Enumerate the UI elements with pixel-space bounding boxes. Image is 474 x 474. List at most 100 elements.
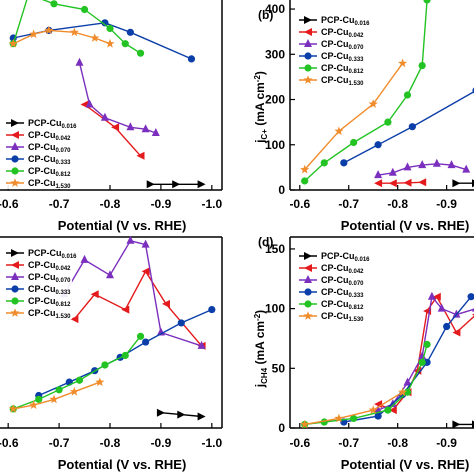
data-point (29, 400, 39, 409)
legend-marker (304, 275, 312, 283)
legend-item: CP-Cu0.042 (299, 263, 364, 275)
data-point (208, 305, 216, 314)
legend-label: CP-Cu0.070 (321, 275, 364, 287)
data-point (300, 419, 310, 429)
panel-a: -0.6 -0.7 -0.8 -0.9 -1.0 Potential (V vs. RHE… (0, 0, 223, 233)
data-point (398, 387, 408, 397)
x-tick-label: -0.6 (289, 197, 310, 211)
x-tick-label: -0.9 (151, 436, 172, 450)
data-point (69, 27, 79, 37)
data-point (340, 159, 348, 167)
legend-marker (304, 39, 312, 47)
legend-marker (304, 28, 312, 36)
x-tick-label: -0.7 (49, 197, 70, 211)
data-point (146, 180, 155, 189)
data-point (398, 58, 408, 68)
data-point (151, 128, 160, 136)
legend-label: CP-Cu0.042 (321, 263, 364, 275)
panel-label: (d) (258, 235, 273, 249)
y-tick-label: 400 (265, 2, 285, 16)
data-point (423, 0, 431, 4)
legend-box (2, 117, 72, 189)
data-point (197, 412, 206, 421)
legend-label: CP-Cu0.070 (28, 272, 71, 284)
data-point (106, 270, 114, 279)
data-point (90, 290, 99, 299)
data-point (350, 414, 358, 423)
series-4 (9, 0, 145, 57)
data-point (374, 170, 383, 179)
legend-marker (304, 300, 312, 308)
legend-marker (11, 119, 19, 127)
legend-label: CP-Cu1.530 (28, 178, 71, 190)
legend-item: CP-Cu0.333 (6, 284, 71, 296)
y-axis-label: jC+ (mA cm-2) (253, 71, 269, 144)
data-point (101, 19, 109, 27)
x-tick-label: -0.6 (0, 197, 19, 211)
series-2 (75, 57, 160, 136)
series-2 (60, 235, 206, 349)
data-point (418, 178, 427, 187)
legend-marker (11, 297, 19, 305)
y-tick-label: 300 (265, 47, 285, 61)
x-tick-label: -0.9 (436, 197, 457, 211)
series-line (73, 270, 203, 347)
data-point (126, 235, 135, 244)
legend-marker (11, 142, 19, 150)
data-point (121, 305, 130, 314)
data-point (29, 29, 39, 39)
legend-label: CP-Cu0.812 (28, 166, 71, 178)
legend-label: PCP-Cu0.016 (321, 251, 370, 263)
data-point (334, 413, 344, 423)
legend-item: CP-Cu0.042 (6, 130, 71, 142)
data-point (141, 239, 150, 248)
legend-label: CP-Cu0.333 (321, 287, 364, 299)
data-point (126, 28, 134, 36)
x-axis-label: Potential (V vs. RHE) (58, 218, 187, 233)
legend-box (295, 14, 375, 86)
series-line (378, 181, 423, 184)
legend-label: CP-Cu0.333 (28, 284, 71, 296)
data-point (49, 394, 59, 404)
x-tick-label: -1.0 (201, 436, 222, 450)
legend: PCP-Cu0.016CP-Cu0.042CP-Cu0.070CP-Cu0.33… (295, 14, 375, 87)
data-point (80, 254, 89, 263)
data-point (350, 138, 358, 147)
data-point (55, 386, 63, 394)
y-tick-label: 50 (272, 361, 286, 375)
data-point (177, 319, 185, 327)
data-point (85, 99, 94, 108)
series-line (304, 62, 404, 171)
data-point (437, 303, 446, 312)
series-4 (301, 0, 431, 185)
data-point (90, 33, 100, 42)
data-point (427, 291, 436, 300)
legend-item: PCP-Cu0.016 (6, 248, 77, 260)
panel-d: -0.6 -0.7 -0.8 -0.9 0 50 100 150 Potential (V vs… (253, 235, 474, 472)
legend-marker (11, 249, 19, 257)
legend-item: CP-Cu0.042 (299, 27, 364, 39)
legend-item: CP-Cu0.333 (299, 51, 364, 63)
data-point (172, 180, 181, 189)
data-point (368, 99, 378, 108)
y-tick-label: 150 (265, 242, 285, 256)
data-point (452, 328, 461, 337)
data-point (388, 179, 397, 188)
data-point (334, 126, 344, 136)
legend-label: PCP-Cu0.016 (28, 248, 77, 260)
legend-item: CP-Cu0.812 (299, 299, 364, 311)
panel-c: -0.6 -0.7 -0.8 -0.9 -1.0 Potential (V vs. RHE… (0, 235, 223, 472)
data-point (447, 160, 456, 169)
legend-marker (11, 285, 19, 293)
series-0 (156, 408, 206, 421)
data-point (467, 293, 474, 301)
x-axis-label: Potential (V vs. RHE) (341, 457, 470, 472)
legend-marker (304, 16, 312, 24)
data-point (105, 38, 115, 48)
series-2 (374, 158, 471, 179)
data-point (136, 151, 145, 160)
data-point (452, 420, 461, 429)
legend-item: CP-Cu1.530 (6, 308, 71, 320)
data-point (374, 141, 382, 149)
data-point (177, 410, 186, 419)
